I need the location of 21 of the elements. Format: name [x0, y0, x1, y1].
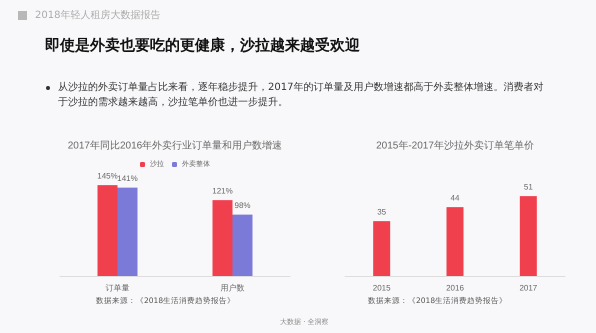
- x-tick-label: 2015: [372, 284, 392, 292]
- data-label: 44: [450, 194, 460, 203]
- chart-title: 2015年-2017年沙拉外卖订单笔单价: [376, 140, 534, 152]
- data-label: 121%: [212, 186, 233, 196]
- bar: [98, 185, 118, 276]
- data-label: 98%: [234, 201, 251, 210]
- x-tick-label: 2016: [446, 284, 464, 292]
- bar: [232, 214, 252, 276]
- x-tick-label: 2017: [519, 284, 538, 292]
- data-label: 35: [377, 208, 387, 217]
- bar: [212, 200, 232, 276]
- text: 即使是外卖也要吃的更健康，沙拉越来越受欢迎: [45, 36, 360, 55]
- data-label: 145%: [97, 172, 118, 181]
- x-tick-label: 订单量: [106, 284, 130, 292]
- data-label: 51: [524, 182, 534, 192]
- text: 从沙拉的外卖订单量占比来看，逐年稳步提升，2017年的订单量及用户数增速都高于外卖整体增速。消费者对于沙拉的需求越来越高，沙拉笔单价也进一步提升。: [58, 80, 544, 110]
- data-label: 141%: [117, 174, 138, 184]
- x-tick-label: 用户数: [220, 284, 244, 292]
- text: 2018年轻人租房大数据报告: [35, 8, 160, 22]
- bar: [118, 188, 138, 276]
- chart-title: 2017年同比2016年外卖行业订单量和用户数增速: [68, 140, 282, 152]
